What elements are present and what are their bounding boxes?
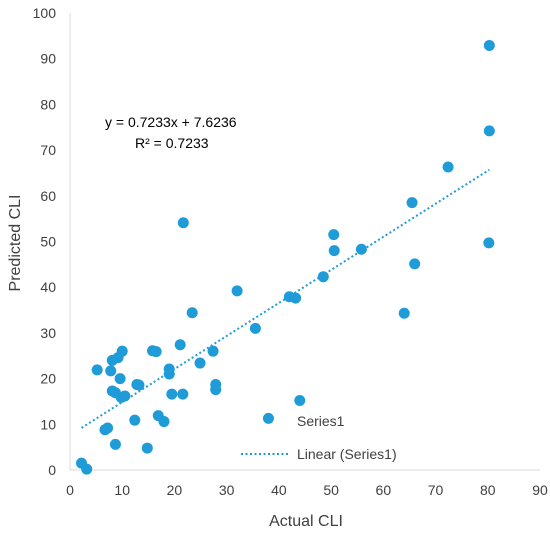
data-point <box>328 245 340 257</box>
data-point <box>207 345 219 357</box>
data-point <box>166 388 178 400</box>
y-tick-label: 40 <box>40 279 56 295</box>
data-point <box>290 292 302 304</box>
data-point <box>262 412 274 424</box>
y-tick-label: 20 <box>40 371 56 387</box>
trendline <box>80 168 490 429</box>
data-point <box>442 161 454 173</box>
data-point <box>355 243 367 255</box>
data-point <box>194 357 206 369</box>
data-point <box>116 345 128 357</box>
data-point <box>81 463 93 475</box>
legend: Series1 Linear (Series1) <box>241 413 397 462</box>
y-tick-label: 70 <box>40 142 56 158</box>
data-point <box>483 39 495 51</box>
data-point <box>114 373 126 385</box>
x-tick-label: 80 <box>480 482 496 498</box>
trendline-layer <box>80 168 490 429</box>
legend-trendline-label: Linear (Series1) <box>297 446 397 462</box>
data-point <box>317 271 329 283</box>
x-tick-labels: 0 10 20 30 40 50 60 70 80 90 <box>66 482 548 498</box>
x-tick-label: 0 <box>66 482 74 498</box>
data-point <box>91 364 103 376</box>
y-tick-label: 30 <box>40 325 56 341</box>
x-tick-label: 30 <box>219 482 235 498</box>
x-tick-label: 90 <box>532 482 548 498</box>
data-point <box>105 365 117 377</box>
data-point <box>328 229 340 241</box>
x-axis-title: Actual CLI <box>269 513 343 530</box>
data-point <box>174 339 186 351</box>
data-point <box>177 388 189 400</box>
data-point <box>483 125 495 137</box>
data-point <box>483 237 495 249</box>
x-tick-label: 50 <box>323 482 339 498</box>
legend-series1-label: Series1 <box>297 413 345 429</box>
data-point <box>163 368 175 380</box>
x-tick-label: 60 <box>376 482 392 498</box>
trendline-equation: y = 0.7233x + 7.6236 <box>105 114 237 130</box>
y-axis-title: Predicted CLI <box>7 195 24 292</box>
y-tick-label: 50 <box>40 234 56 250</box>
data-point <box>398 307 410 319</box>
data-point <box>294 395 306 407</box>
y-tick-label: 0 <box>48 462 56 478</box>
data-point <box>231 285 243 297</box>
data-point <box>150 346 162 358</box>
data-point <box>102 422 114 434</box>
y-tick-labels: 0 10 20 30 40 50 60 70 80 90 100 <box>33 5 57 478</box>
data-point <box>141 442 153 454</box>
y-tick-label: 100 <box>33 5 57 21</box>
data-point <box>129 414 141 426</box>
data-point <box>109 438 121 450</box>
y-tick-label: 10 <box>40 416 56 432</box>
data-point <box>186 307 198 319</box>
data-point <box>158 416 170 428</box>
x-tick-label: 20 <box>167 482 183 498</box>
axes <box>69 13 540 471</box>
data-point <box>249 322 261 334</box>
trendline-r-squared: R² = 0.7233 <box>135 135 209 151</box>
x-tick-label: 40 <box>271 482 287 498</box>
data-point <box>119 390 131 402</box>
y-tick-label: 60 <box>40 188 56 204</box>
data-point <box>406 197 418 209</box>
x-tick-label: 10 <box>114 482 130 498</box>
y-tick-label: 90 <box>40 51 56 67</box>
y-tick-label: 80 <box>40 96 56 112</box>
data-point <box>409 258 421 270</box>
data-point <box>177 217 189 229</box>
data-points <box>75 39 495 475</box>
data-point <box>210 379 222 391</box>
data-point <box>133 379 145 391</box>
x-tick-label: 70 <box>428 482 444 498</box>
